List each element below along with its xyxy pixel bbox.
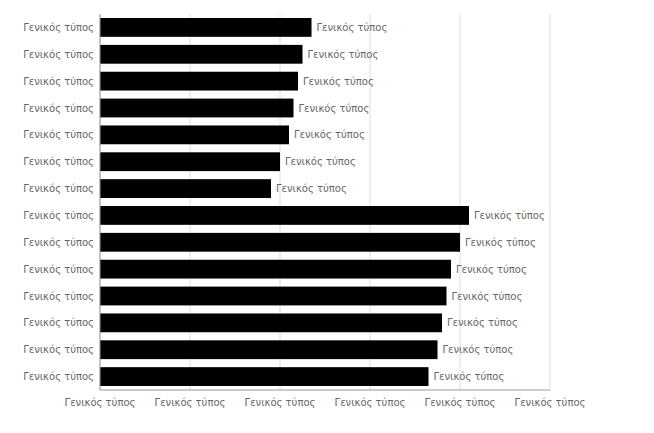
data-label: Γενικός τύπος (276, 183, 347, 194)
y-tick-label: Γενικός τύπος (23, 22, 94, 33)
y-axis-line (100, 14, 101, 390)
bar (100, 367, 429, 386)
bar (100, 340, 438, 359)
bar (100, 72, 298, 91)
x-tick-label: Γενικός τύπος (155, 397, 226, 408)
data-label: Γενικός τύπος (456, 264, 527, 275)
x-axis-line (100, 390, 550, 391)
bars (100, 18, 469, 386)
bar (100, 99, 294, 118)
bar (100, 45, 303, 64)
data-label: Γενικός τύπος (447, 317, 518, 328)
y-tick-label: Γενικός τύπος (23, 210, 94, 221)
bar (100, 152, 280, 171)
chart-svg: Γενικός τύπος Γενικός τύπος Γενικός τύπος Γ… (0, 0, 654, 433)
grid-line (460, 14, 461, 390)
data-label: Γενικός τύπος (294, 129, 365, 140)
y-tick-label: Γενικός τύπος (23, 129, 94, 140)
bar (100, 125, 289, 144)
grid-line (550, 14, 551, 390)
x-tick-label: Γενικός τύπος (425, 397, 496, 408)
bar (100, 206, 469, 225)
grid-line (190, 14, 191, 390)
y-tick-label: Γενικός τύπος (23, 183, 94, 194)
y-tick-label: Γενικός τύπος (23, 49, 94, 60)
data-label: Γενικός τύπος (303, 76, 374, 87)
data-label: Γενικός τύπος (299, 103, 370, 114)
bar (100, 233, 460, 252)
grid-line (100, 14, 101, 390)
bar (100, 179, 271, 198)
x-tick-label: Γενικός τύπος (515, 397, 586, 408)
y-tick-label: Γενικός τύπος (23, 237, 94, 248)
y-tick-label: Γενικός τύπος (23, 103, 94, 114)
data-label: Γενικός τύπος (465, 237, 536, 248)
data-label: Γενικός τύπος (317, 22, 388, 33)
x-tick-label: Γενικός τύπος (65, 397, 136, 408)
y-tick-label: Γενικός τύπος (23, 264, 94, 275)
bar (100, 260, 451, 279)
y-tick-label: Γενικός τύπος (23, 317, 94, 328)
data-label: Γενικός τύπος (285, 156, 356, 167)
data-label: Γενικός τύπος (452, 291, 523, 302)
bar (100, 313, 442, 332)
y-tick-label: Γενικός τύπος (23, 344, 94, 355)
data-label: Γενικός τύπος (434, 371, 505, 382)
chart-container: Γενικός τύπος Γενικός τύπος Γενικός τύπος Γ… (0, 0, 654, 433)
grid-line (280, 14, 281, 390)
y-tick-label: Γενικός τύπος (23, 371, 94, 382)
data-label: Γενικός τύπος (474, 210, 545, 221)
y-tick-label: Γενικός τύπος (23, 76, 94, 87)
x-tick-label: Γενικός τύπος (245, 397, 316, 408)
y-tick-label: Γενικός τύπος (23, 291, 94, 302)
data-label: Γενικός τύπος (308, 49, 379, 60)
bar (100, 287, 447, 306)
y-tick-label: Γενικός τύπος (23, 156, 94, 167)
grid-line (370, 14, 371, 390)
x-tick-label: Γενικός τύπος (335, 397, 406, 408)
bar (100, 18, 312, 37)
data-label: Γενικός τύπος (443, 344, 514, 355)
